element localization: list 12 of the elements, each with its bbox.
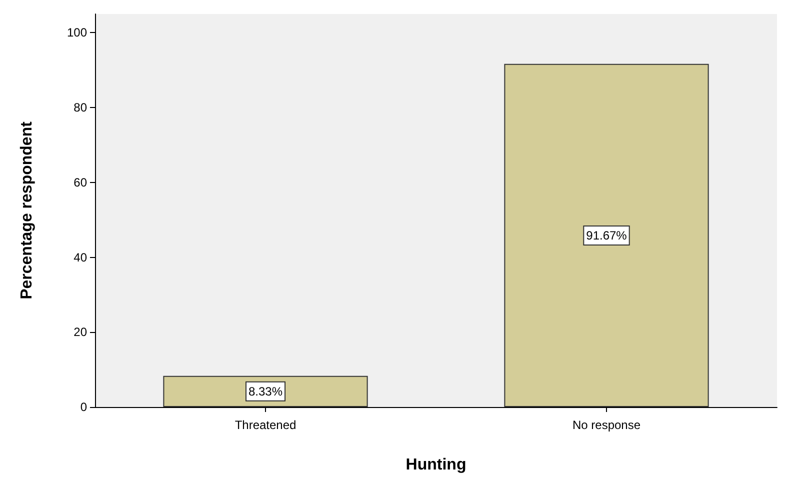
y-tick-label: 100 [66, 26, 88, 40]
y-tick-label: 40 [74, 250, 88, 264]
x-axis-title: Hunting [406, 456, 466, 474]
y-tick-label: 60 [74, 175, 88, 190]
y-tick-label: 20 [74, 325, 88, 340]
data-label: 8.33% [248, 384, 283, 398]
data-label: 91.67% [586, 228, 628, 242]
y-tick-label: 80 [74, 100, 88, 115]
x-tick-label: No response [572, 418, 641, 432]
y-axis-title: Percentage respondent [18, 120, 36, 300]
y-tick-label: 0 [80, 400, 88, 414]
x-tick-label: Threatened [234, 418, 296, 432]
